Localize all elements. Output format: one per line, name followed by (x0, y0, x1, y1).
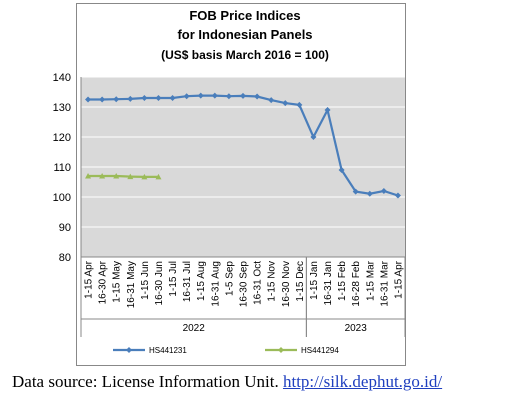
point (380, 188, 387, 194)
point (282, 100, 289, 107)
point (324, 107, 331, 113)
y-tick-label: 130 (53, 102, 71, 114)
x-tick-label: 1-15 Nov (267, 261, 278, 302)
point (225, 93, 232, 100)
point (155, 173, 162, 180)
x-tick-label: 16-31 Jul (182, 261, 193, 302)
x-tick-label: 16-31 May (126, 261, 137, 308)
point (99, 173, 106, 179)
point (240, 92, 246, 99)
x-tick-label: 16-30 Apr (98, 260, 109, 304)
caption-text: Data source: License Information Unit. (12, 372, 283, 391)
point (169, 95, 176, 101)
caption-link[interactable]: http://silk.dephut.go.id/ (282, 372, 443, 391)
legend-marker (278, 347, 284, 353)
group-label: 2022 (183, 323, 206, 334)
point (113, 173, 120, 179)
chart: FOB Price Indices for Indonesian Panels … (53, 3, 406, 366)
x-tick-label: 16-31 Mar (379, 260, 390, 306)
point (155, 95, 162, 101)
x-tick-label: 1-15 Feb (337, 261, 348, 301)
x-tick-label: 16-28 Feb (351, 261, 362, 307)
point (127, 173, 134, 180)
x-tick-label: 1-15 Mar (365, 260, 376, 301)
point (85, 173, 92, 179)
x-tick-label: 1-15 Jul (168, 261, 179, 297)
point (99, 96, 106, 103)
point (127, 95, 134, 102)
x-tick-label: 16-30 Sep (239, 261, 250, 308)
y-tick-label: 90 (59, 222, 71, 234)
x-tick-label: 16-31 Oct (253, 261, 264, 305)
y-tick-label: 80 (59, 252, 71, 264)
legend-marker (126, 347, 132, 353)
chart-subtitle: (US$ basis March 2016 = 100) (161, 48, 329, 62)
legend-label: HS441294 (301, 346, 339, 355)
x-tick-label: 16-30 Nov (281, 261, 292, 307)
point (254, 93, 261, 100)
y-tick-label: 140 (53, 72, 71, 84)
x-tick-label: 1-15 Apr (393, 260, 404, 298)
point (197, 92, 204, 99)
point (211, 92, 218, 99)
point (310, 134, 317, 140)
x-tick-label: 1-15 Apr (84, 260, 95, 298)
point (113, 96, 120, 103)
x-tick-label: 1-15 Aug (196, 261, 207, 301)
y-tick-label: 110 (53, 162, 71, 174)
series-line (88, 174, 159, 178)
x-tick-label: 1-15 Dec (295, 261, 306, 302)
legend-label: HS441231 (149, 346, 187, 355)
group-label: 2023 (345, 323, 368, 334)
y-tick-label: 100 (53, 192, 71, 204)
point (141, 173, 148, 180)
point (338, 167, 345, 173)
x-tick-label: 16-31 Aug (210, 261, 221, 307)
point (268, 97, 275, 104)
x-tick-label: 1-15 Jan (309, 261, 320, 300)
x-tick-label: 16-31 Jan (323, 261, 334, 305)
x-tick-label: 1-5 Sep (224, 261, 235, 296)
y-tick-label: 120 (53, 132, 71, 144)
x-tick-label: 1-15 Jun (140, 261, 151, 300)
x-tick-label: 1-15 May (112, 261, 123, 303)
point (366, 190, 373, 197)
point (296, 101, 303, 108)
caption: Data source: License Information Unit. h… (12, 372, 442, 392)
x-tick-label: 16-30 Jun (154, 261, 165, 305)
chart-title: FOB Price Indices (189, 8, 300, 23)
chart-title: for Indonesian Panels (177, 27, 312, 42)
point (183, 93, 190, 100)
point (352, 188, 359, 195)
point (85, 96, 92, 103)
point (394, 192, 401, 199)
point (141, 95, 148, 101)
